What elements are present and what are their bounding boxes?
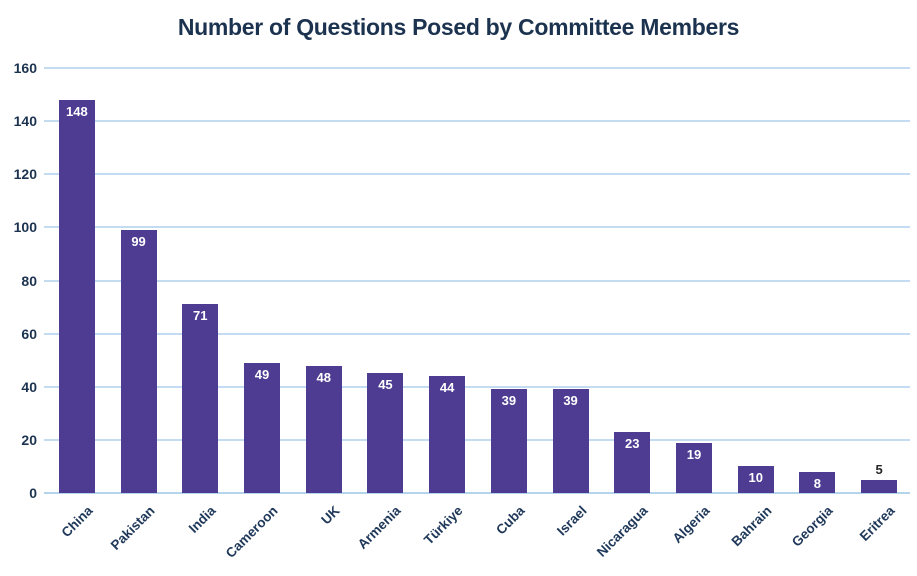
- bar: [614, 431, 651, 493]
- y-tick-label: 160: [13, 60, 37, 76]
- bar-value-label: 44: [439, 380, 455, 396]
- bar-value-label: 23: [625, 435, 640, 451]
- bar: [305, 365, 342, 493]
- gridline: [44, 67, 910, 69]
- bar: [367, 373, 404, 493]
- gridline: [44, 385, 910, 388]
- bar-value-label: 5: [875, 461, 883, 477]
- gridline: [44, 332, 910, 335]
- bar-value-label: 8: [813, 475, 822, 491]
- gridline: [44, 438, 910, 441]
- bar-value-label: 45: [378, 377, 393, 393]
- y-tick-label: 0: [29, 485, 37, 501]
- bar-value-label: 19: [686, 446, 702, 462]
- chart-title: Number of Questions Posed by Committee M…: [177, 14, 740, 40]
- bar-value-label: 10: [748, 470, 763, 486]
- bar-value-label: 99: [131, 234, 146, 250]
- y-tick-label: 100: [13, 219, 37, 236]
- bar: [58, 99, 95, 493]
- y-tick-label: 140: [13, 113, 37, 130]
- bar: [490, 389, 527, 493]
- y-tick-label: 40: [21, 378, 37, 395]
- bar: [861, 479, 898, 493]
- bar: [737, 466, 774, 493]
- bar-value-label: 49: [254, 366, 270, 382]
- gridline: [44, 120, 910, 123]
- bar: [182, 304, 219, 493]
- gridline: [44, 173, 910, 176]
- y-tick-label: 120: [13, 166, 37, 183]
- bar-value-label: 148: [65, 103, 88, 119]
- bar-value-label: 48: [316, 369, 331, 385]
- bar: [676, 442, 712, 493]
- bar: [120, 230, 157, 493]
- bar: [552, 389, 589, 493]
- bar: [799, 471, 836, 493]
- y-tick-label: 20: [21, 431, 37, 448]
- gridline: [44, 226, 910, 229]
- bar: [244, 362, 280, 493]
- bar: [429, 376, 466, 493]
- y-tick-label: 60: [21, 325, 37, 342]
- gridline: [44, 279, 910, 282]
- y-tick-label: 80: [21, 272, 37, 289]
- gridline: [44, 492, 910, 494]
- bar-value-label: 71: [193, 308, 208, 324]
- bar-value-label: 39: [501, 393, 517, 409]
- bar-value-label: 39: [563, 393, 578, 409]
